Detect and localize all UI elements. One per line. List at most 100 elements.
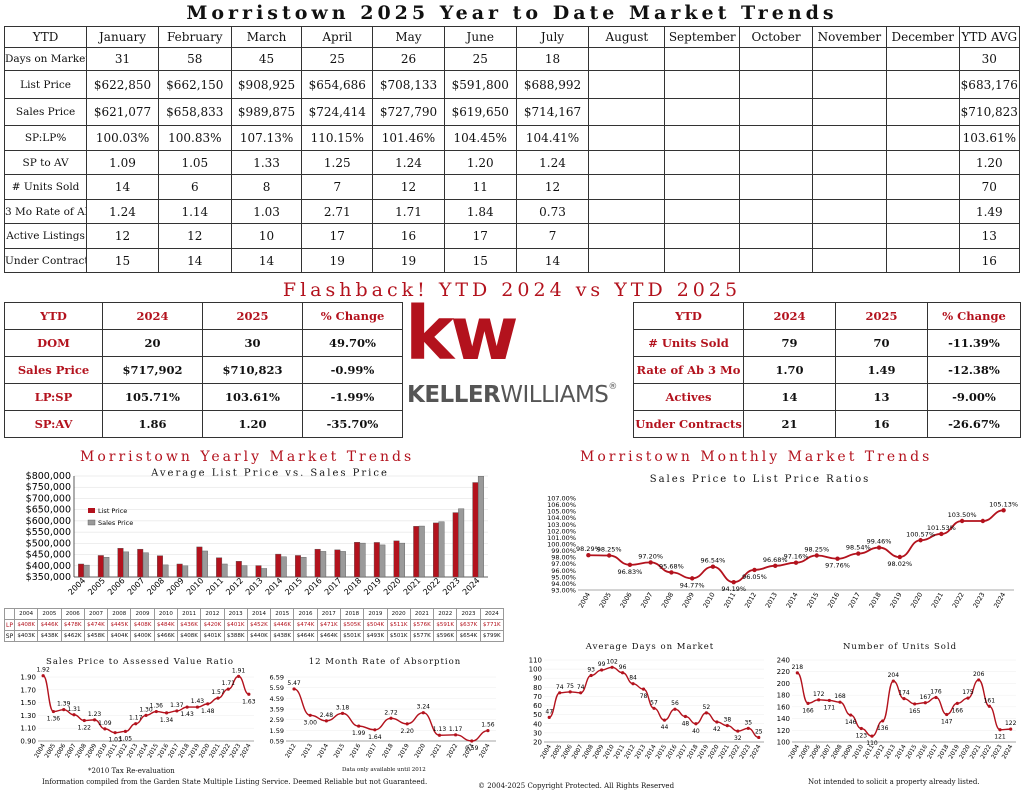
ytd-cell: 0.73 bbox=[515, 199, 590, 224]
data-point bbox=[627, 562, 633, 568]
line-y-tick: 94.00% bbox=[551, 580, 576, 588]
list-vs-sales-bar-chart: $350,000$400,000$450,000$500,000$550,000… bbox=[26, 471, 488, 597]
ytd-row-label: Under Contracts bbox=[3, 248, 88, 273]
data-label: 204 bbox=[888, 672, 900, 679]
ytd-cell: $654,686 bbox=[301, 70, 374, 99]
data-point bbox=[876, 545, 882, 550]
line-x-tick: 2022 bbox=[951, 591, 966, 609]
price-table-cell: 2014 bbox=[246, 608, 272, 620]
ytd-avg-cell: $683,176 bbox=[958, 70, 1021, 99]
price-table-cell: $799K bbox=[479, 630, 505, 642]
sales-price-bar bbox=[142, 552, 149, 578]
data-label: 94.19% bbox=[721, 585, 746, 593]
line-y-tick: 100.00% bbox=[547, 541, 576, 549]
data-label: 123 bbox=[856, 733, 868, 740]
compare-row-label: SP:AV bbox=[4, 410, 103, 438]
ytd-cell: 1.33 bbox=[230, 150, 303, 175]
line-y-tick: 180 bbox=[777, 692, 790, 700]
data-point bbox=[437, 733, 442, 737]
compare-row-label: Under Contracts bbox=[633, 410, 744, 438]
data-point bbox=[589, 673, 593, 678]
line-y-tick: 90 bbox=[533, 675, 542, 683]
line-x-tick: 2016 bbox=[826, 591, 841, 609]
data-point bbox=[486, 729, 490, 733]
ytd-cell bbox=[739, 98, 813, 126]
price-table-cell: $420K bbox=[200, 619, 225, 631]
ytd-cell: 1.20 bbox=[443, 150, 517, 175]
ytd-row: List Price $622,850 $662,150 $908,925 $654,6… bbox=[3, 70, 1021, 99]
data-label: 1.34 bbox=[160, 717, 174, 724]
ytd-header-cell: September bbox=[664, 26, 741, 48]
data-label: 74 bbox=[577, 684, 585, 691]
data-label: 98.25% bbox=[597, 546, 622, 554]
ytd-cell: 1.09 bbox=[86, 150, 159, 175]
compare-row-label: Rate of Ab 3 Mo bbox=[633, 356, 744, 384]
data-point bbox=[752, 567, 757, 573]
ytd-header-cell: YTD bbox=[3, 26, 88, 48]
data-label: 93 bbox=[587, 666, 595, 673]
data-point bbox=[547, 715, 551, 719]
line-y-tick: 97.00% bbox=[551, 560, 576, 568]
line-y-tick: 40 bbox=[533, 720, 542, 728]
ytd-cell: 101.46% bbox=[372, 125, 445, 151]
line-y-tick: 240 bbox=[777, 657, 790, 665]
ytd-cell: 100.03% bbox=[86, 125, 159, 151]
compare-cell: 13 bbox=[835, 383, 928, 411]
line-x-tick: 2024 bbox=[749, 743, 763, 760]
compare-cell: 30 bbox=[202, 329, 303, 357]
price-table-cell: $471K bbox=[316, 619, 341, 631]
data-point bbox=[454, 733, 458, 737]
data-label: 1.57 bbox=[211, 689, 225, 696]
price-table-cell: 2013 bbox=[223, 608, 248, 620]
ytd-cell: 104.41% bbox=[515, 125, 590, 151]
ytd-row: SP:LP% 100.03% 100.83% 107.13% 110.15% 101.46… bbox=[3, 125, 1021, 151]
price-table-cell: $403K bbox=[13, 630, 39, 642]
price-table-cell: $408K bbox=[130, 619, 155, 631]
data-label: 1.48 bbox=[201, 708, 215, 715]
line-x-tick: 2020 bbox=[909, 591, 924, 609]
data-label: 40 bbox=[692, 728, 700, 735]
bar-x-tick: 2018 bbox=[342, 576, 363, 597]
data-point bbox=[1009, 727, 1013, 731]
sales-price-bar bbox=[418, 525, 425, 578]
data-point bbox=[902, 697, 906, 701]
line-y-tick: 100 bbox=[529, 666, 542, 674]
data-label: 38 bbox=[724, 717, 732, 724]
price-table-cell: 2017 bbox=[316, 608, 341, 620]
ytd-cell: 14 bbox=[515, 248, 590, 273]
price-table-cell: 2023 bbox=[456, 608, 481, 620]
data-point bbox=[606, 553, 612, 558]
data-point bbox=[859, 726, 863, 731]
monthly-trends-title: Morristown Monthly Market Trends bbox=[580, 449, 933, 465]
price-table-cell: $438K bbox=[270, 630, 295, 642]
data-label: 1.92 bbox=[36, 667, 50, 674]
ytd-cell: 12 bbox=[515, 174, 590, 200]
ytd-cell bbox=[885, 248, 960, 273]
ytd-cell bbox=[811, 174, 887, 200]
data-label: 56 bbox=[671, 700, 679, 707]
price-table-cell: $501K bbox=[339, 630, 365, 642]
data-label: 97.16% bbox=[784, 553, 809, 561]
data-point bbox=[838, 700, 842, 704]
line-x-tick: 2015 bbox=[333, 742, 347, 759]
ytd-cell bbox=[885, 223, 960, 249]
reval-note: *2010 Tax Re-evaluation bbox=[88, 767, 175, 775]
data-point bbox=[82, 718, 86, 723]
data-point bbox=[62, 708, 66, 712]
ytd-avg-cell: 13 bbox=[958, 223, 1021, 249]
ytd-cell bbox=[588, 150, 666, 175]
bar-x-tick: 2011 bbox=[204, 576, 225, 597]
sales-price-bar bbox=[261, 568, 268, 578]
bar-y-tick: $450,000 bbox=[26, 550, 71, 561]
compare-header-cell: 2025 bbox=[835, 302, 928, 330]
compare-cell: -11.39% bbox=[927, 329, 1021, 357]
data-point bbox=[185, 705, 189, 709]
list-price-bar bbox=[275, 553, 282, 578]
compare-row: Under Contracts 21 16 -26.67% bbox=[633, 410, 1021, 438]
data-point bbox=[41, 674, 45, 678]
price-table-cell: 2018 bbox=[339, 608, 365, 620]
page-title: Morristown 2025 Year to Date Market Tren… bbox=[186, 2, 838, 24]
ytd-cell: $619,650 bbox=[443, 98, 517, 126]
price-table-cell: $501K bbox=[386, 630, 411, 642]
data-label: 101.53% bbox=[927, 524, 956, 532]
